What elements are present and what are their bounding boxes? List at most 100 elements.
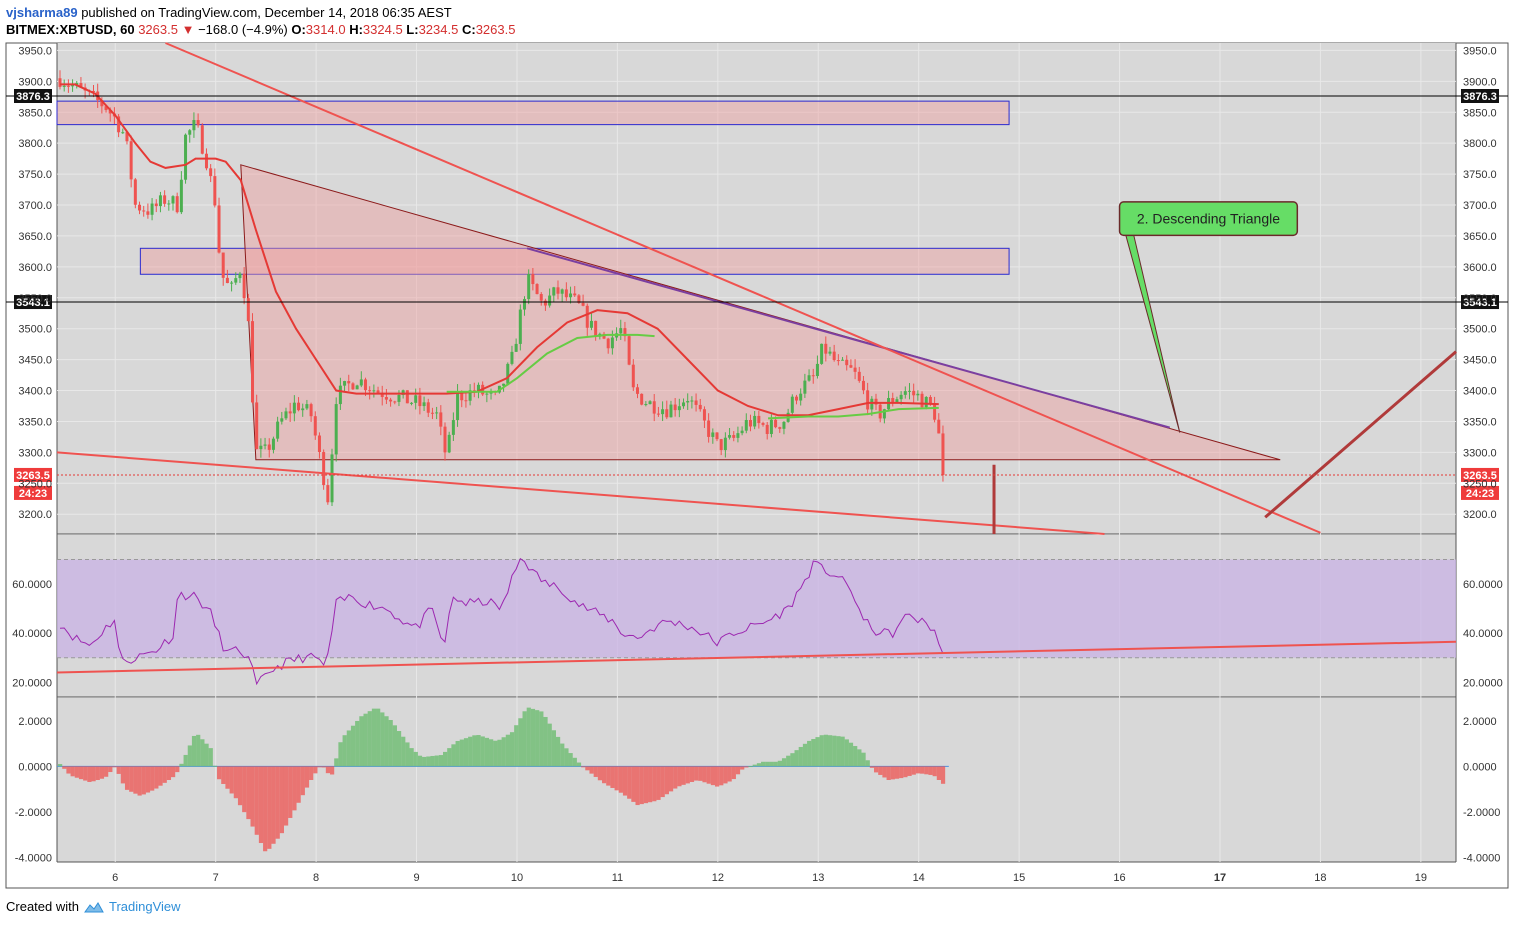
candle-body <box>732 435 736 438</box>
histogram-bar <box>551 730 556 767</box>
candle-body <box>297 402 301 411</box>
y-tick-label: 3700.0 <box>1463 200 1497 212</box>
symbol-label[interactable]: BITMEX:XBTUSD, 60 <box>6 22 135 37</box>
resistance-zone <box>56 100 1010 126</box>
y-tick-label: 3450.0 <box>1463 355 1497 367</box>
histogram-bar <box>229 766 234 794</box>
candle-body <box>129 141 133 180</box>
chart-canvas[interactable]: 3876.3 3876.3 3543.1 3543.1 3263.5 3263.5 24:2… <box>0 0 1515 895</box>
tradingview-link[interactable]: TradingView <box>108 899 181 914</box>
y-tick-label: 3400.0 <box>1463 386 1497 398</box>
histogram-bar <box>472 735 477 767</box>
candle-body <box>355 385 359 390</box>
author-link[interactable]: vjsharma89 <box>6 5 78 20</box>
candle-body <box>799 393 803 401</box>
moving-average-green <box>768 406 939 420</box>
histogram-bar <box>564 748 569 767</box>
histogram-bar <box>409 748 414 767</box>
histogram-bar <box>283 766 289 826</box>
histogram-bar <box>250 766 255 827</box>
candle-body <box>807 375 811 381</box>
candle-body <box>543 300 547 306</box>
candle-body <box>363 379 367 391</box>
histogram-bar <box>890 766 895 780</box>
histogram-bar <box>735 766 741 775</box>
candle-body <box>648 401 652 405</box>
histogram-bar <box>882 766 887 778</box>
candle-body <box>832 351 836 361</box>
candle-body <box>435 412 439 414</box>
candle-body <box>468 390 472 401</box>
histogram-bar <box>848 742 854 767</box>
rsi-pane[interactable] <box>56 557 1457 686</box>
candle-body <box>815 363 819 377</box>
candle-body <box>225 277 229 284</box>
histogram-bar <box>438 755 444 767</box>
histogram-bar <box>104 766 109 777</box>
candle-body <box>158 195 162 207</box>
candle-body <box>857 371 861 381</box>
histogram-bar <box>752 764 757 767</box>
histogram-bar <box>606 766 611 786</box>
candle-body <box>882 409 886 419</box>
histogram-bar <box>530 708 536 767</box>
histogram-bar <box>819 735 824 767</box>
candle-body <box>861 380 865 391</box>
histogram-bar <box>560 743 565 767</box>
histogram-bar <box>781 758 787 767</box>
histogram-bar <box>95 766 100 780</box>
histogram-bar <box>212 765 218 767</box>
histogram-bar <box>367 711 372 767</box>
histogram-bar <box>363 713 368 767</box>
histogram-bar <box>158 766 163 786</box>
candle-body <box>238 273 242 279</box>
histogram-bar <box>233 766 238 799</box>
annotation-callout[interactable]: 2. Descending Triangle <box>1118 201 1299 433</box>
histogram-bar <box>932 766 937 777</box>
histogram-bar <box>179 763 184 767</box>
candle-body <box>920 393 924 408</box>
candle-body <box>907 390 911 392</box>
x-tick-label: 14 <box>913 872 925 884</box>
histogram-bar <box>765 761 770 767</box>
x-tick-label: 6 <box>112 872 118 884</box>
candle-body <box>414 395 418 403</box>
macd-tick-label: 2.0000 <box>1463 716 1497 728</box>
candle-body <box>715 432 719 440</box>
histogram-bar <box>208 748 213 767</box>
macd-tick-label: -2.0000 <box>15 807 52 819</box>
macd-tick-label: -4.0000 <box>1463 852 1500 864</box>
candle-body <box>673 404 677 411</box>
publish-line: vjsharma89 published on TradingView.com,… <box>6 4 515 21</box>
price-pane[interactable]: 3876.3 3876.3 3543.1 3543.1 3263.5 3263.5 24:2… <box>6 42 1508 535</box>
histogram-bar <box>480 736 485 767</box>
histogram-bar <box>313 766 318 774</box>
histogram-bar <box>744 766 749 768</box>
macd-tick-label: -4.0000 <box>15 852 52 864</box>
candle-body <box>748 419 752 427</box>
candle-body <box>631 364 635 388</box>
histogram-bar <box>874 766 879 773</box>
histogram-bar <box>476 735 481 767</box>
histogram-bar <box>581 766 586 768</box>
candle-body <box>635 387 639 394</box>
candle-body <box>698 404 702 410</box>
macd-pane[interactable] <box>57 707 949 852</box>
candle-body <box>351 383 355 390</box>
histogram-bar <box>267 766 272 849</box>
candle-body <box>527 274 531 300</box>
candle-body <box>401 390 405 395</box>
price-tag-left <box>14 467 52 482</box>
candle-body <box>707 420 711 437</box>
histogram-bar <box>384 716 389 767</box>
histogram-bar <box>455 740 460 767</box>
histogram-bar <box>87 766 92 782</box>
candle-body <box>263 444 267 446</box>
histogram-bar <box>928 766 933 775</box>
candle-body <box>372 390 376 392</box>
x-tick-label: 18 <box>1314 872 1326 884</box>
histogram-bar <box>417 755 423 767</box>
histogram-bar <box>447 748 452 767</box>
candle-body <box>753 415 757 427</box>
y-tick-label: 3300.0 <box>1463 447 1497 459</box>
